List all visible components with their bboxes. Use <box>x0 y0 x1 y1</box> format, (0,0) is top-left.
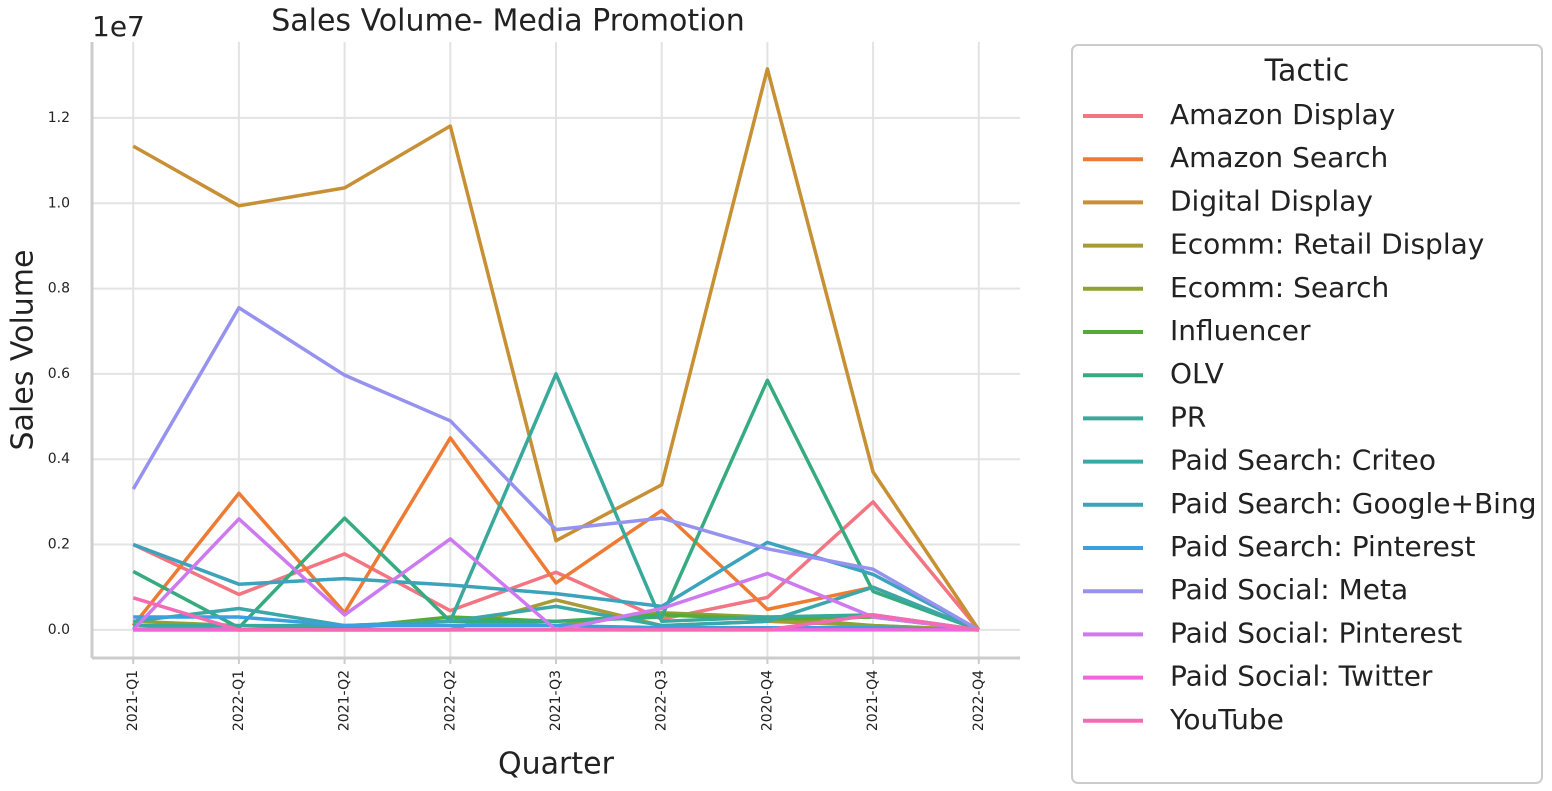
legend-label: Amazon Display <box>1170 98 1395 131</box>
x-tick-label: 2021-Q1 <box>125 670 141 731</box>
legend-label: Paid Search: Pinterest <box>1170 530 1475 563</box>
x-tick-label: 2022-Q1 <box>231 670 247 731</box>
series-line <box>131 306 980 632</box>
legend-label: Paid Search: Google+Bing <box>1170 487 1536 520</box>
legend-label: Paid Social: Meta <box>1170 573 1408 606</box>
legend-label: YouTube <box>1169 703 1284 736</box>
series-line <box>133 615 979 632</box>
series-line <box>133 372 980 632</box>
series-line <box>133 585 980 632</box>
series-line <box>132 596 980 632</box>
x-axis-label: Quarter <box>498 747 615 782</box>
x-tick-label: 2022-Q3 <box>654 670 670 731</box>
y-tick-label: 0.4 <box>48 451 70 467</box>
legend-label: Paid Social: Pinterest <box>1170 616 1462 649</box>
y-tick-label: 0.6 <box>48 366 70 382</box>
legend-label: Ecomm: Search <box>1170 271 1389 304</box>
legend-label: Paid Social: Twitter <box>1170 660 1433 693</box>
series-line <box>131 436 980 632</box>
series-line <box>132 67 981 631</box>
legend-label: OLV <box>1170 357 1224 390</box>
x-tick-label: 2021-Q3 <box>548 670 564 731</box>
legend-title: Tactic <box>1264 54 1350 89</box>
y-tick-label: 0.8 <box>48 281 70 297</box>
x-tick-label: 2021-Q2 <box>337 670 353 731</box>
legend-label: Digital Display <box>1170 184 1373 217</box>
legend-box <box>1071 44 1543 784</box>
legend-label: PR <box>1170 400 1206 433</box>
legend-label: Ecomm: Retail Display <box>1170 228 1484 261</box>
legend-label: Paid Search: Criteo <box>1170 444 1436 477</box>
x-tick-label: 2021-Q4 <box>865 670 881 731</box>
x-tick-label: 2022-Q2 <box>442 670 458 731</box>
x-tick-label: 2020-Q4 <box>759 670 775 731</box>
series-line <box>132 378 980 632</box>
legend-label: Amazon Search <box>1170 141 1388 174</box>
y-offset-label: 1e7 <box>92 10 145 43</box>
chart-title: Sales Volume- Media Promotion <box>271 4 745 39</box>
y-tick-label: 0.2 <box>48 537 70 553</box>
y-tick-label: 1.2 <box>48 110 70 126</box>
y-tick-label: 0.0 <box>48 622 70 638</box>
y-axis-label: Sales Volume <box>6 250 41 451</box>
x-tick-label: 2022-Q4 <box>971 670 987 731</box>
y-tick-label: 1.0 <box>48 195 70 211</box>
legend-label: Influencer <box>1170 314 1311 347</box>
